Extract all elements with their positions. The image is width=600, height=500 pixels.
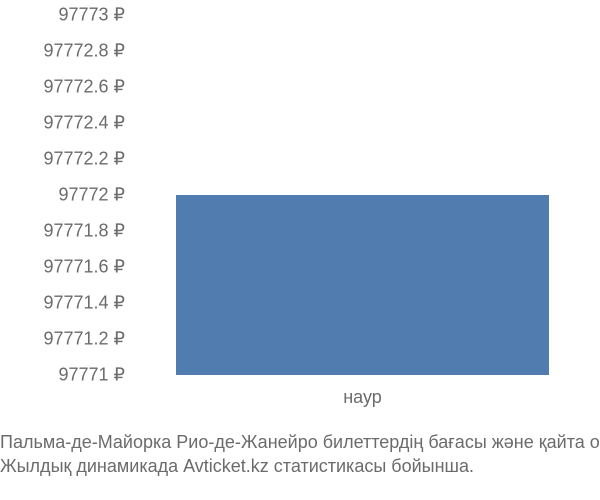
y-axis-tick: 97772 ₽	[58, 185, 135, 206]
chart-container: 97773 ₽ 97772.8 ₽ 97772.6 ₽ 97772.4 ₽ 97772.…	[0, 0, 600, 500]
caption-line-1: Пальма-де-Майорка Рио-де-Жанейро билетте…	[0, 430, 600, 454]
y-axis-tick: 97771.2 ₽	[43, 329, 135, 350]
y-axis-tick: 97771.6 ₽	[43, 257, 135, 278]
caption-line-2: Жылдық динамикада Avticket.kz статистика…	[0, 454, 600, 478]
y-axis-tick: 97772.8 ₽	[43, 41, 135, 62]
y-axis-tick: 97772.6 ₽	[43, 77, 135, 98]
y-axis-tick: 97771.4 ₽	[43, 293, 135, 314]
plot-area: 97773 ₽97772.8 ₽97772.6 ₽97772.4 ₽97772.…	[135, 15, 590, 375]
chart-caption: Пальма-де-Майорка Рио-де-Жанейро билетте…	[0, 430, 600, 479]
y-axis-tick: 97772.2 ₽	[43, 149, 135, 170]
x-axis-tick: наур	[343, 375, 382, 408]
y-axis-tick: 97771 ₽	[58, 365, 135, 386]
y-axis-tick: 97773 ₽	[58, 5, 135, 26]
bar	[176, 195, 549, 375]
y-axis-tick: 97771.8 ₽	[43, 221, 135, 242]
y-axis-tick: 97772.4 ₽	[43, 113, 135, 134]
